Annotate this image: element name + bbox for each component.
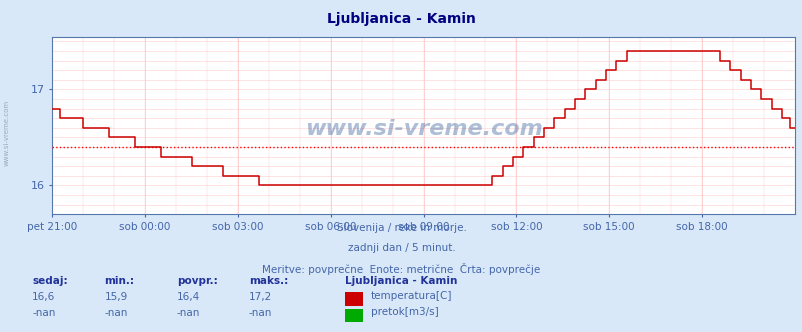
Text: www.si-vreme.com: www.si-vreme.com [3,100,10,166]
Text: zadnji dan / 5 minut.: zadnji dan / 5 minut. [347,243,455,253]
Text: maks.:: maks.: [249,276,288,286]
Text: Ljubljanica - Kamin: Ljubljanica - Kamin [345,276,457,286]
Text: povpr.:: povpr.: [176,276,217,286]
Text: Slovenija / reke in morje.: Slovenija / reke in morje. [336,223,466,233]
Text: 16,6: 16,6 [32,292,55,302]
Text: 16,4: 16,4 [176,292,200,302]
Text: sedaj:: sedaj: [32,276,67,286]
Text: -nan: -nan [176,308,200,318]
Text: Ljubljanica - Kamin: Ljubljanica - Kamin [326,12,476,26]
Text: Meritve: povprečne  Enote: metrične  Črta: povprečje: Meritve: povprečne Enote: metrične Črta:… [262,263,540,275]
Text: www.si-vreme.com: www.si-vreme.com [304,119,542,139]
Text: pretok[m3/s]: pretok[m3/s] [371,307,438,317]
Text: temperatura[C]: temperatura[C] [371,291,452,301]
Text: -nan: -nan [249,308,272,318]
Text: -nan: -nan [104,308,128,318]
Text: 15,9: 15,9 [104,292,128,302]
Text: -nan: -nan [32,308,55,318]
Text: min.:: min.: [104,276,134,286]
Text: 17,2: 17,2 [249,292,272,302]
